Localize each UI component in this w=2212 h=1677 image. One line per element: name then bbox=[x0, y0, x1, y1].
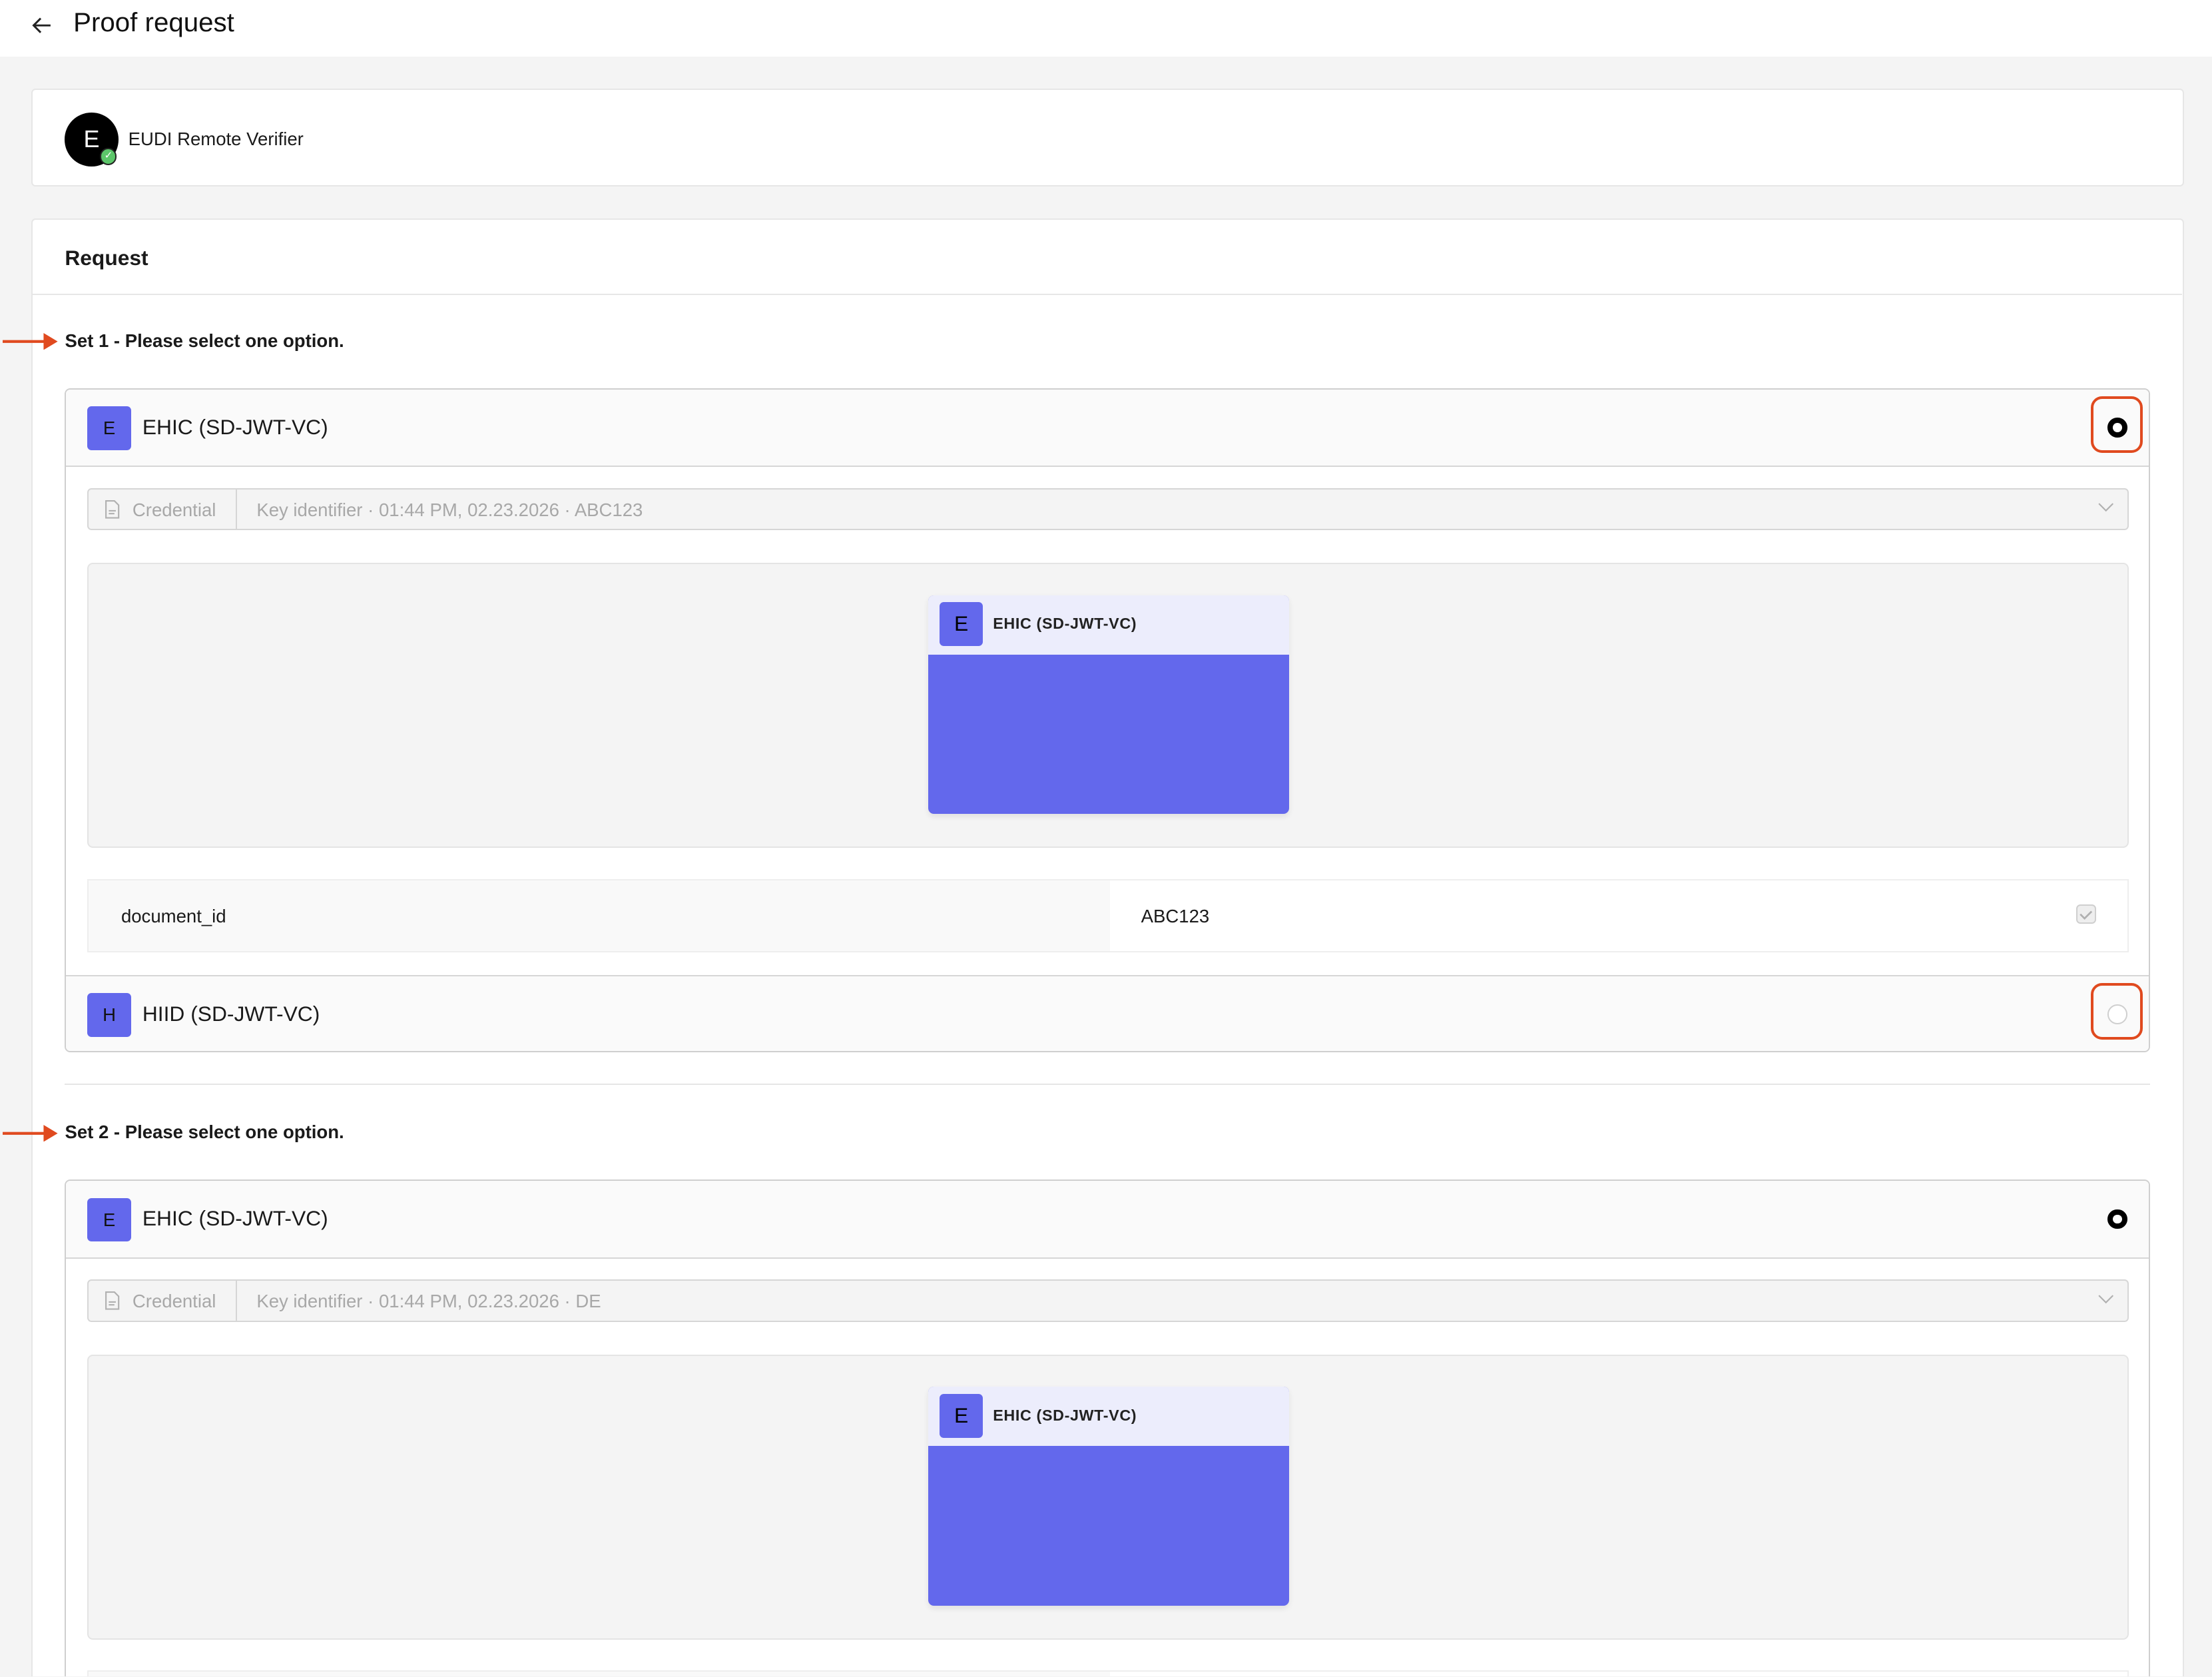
option-label: EHIC (SD-JWT-VC) bbox=[142, 414, 328, 439]
credential-preview: E EHIC (SD-JWT-VC) bbox=[87, 563, 2129, 848]
set-2-title: Set 2 - Please select one option. bbox=[65, 1122, 344, 1143]
option-label: HIID (SD-JWT-VC) bbox=[142, 1001, 320, 1026]
radio-selected[interactable] bbox=[2107, 417, 2127, 438]
arrow-left-icon[interactable] bbox=[28, 11, 56, 39]
verifier-name: EUDI Remote Verifier bbox=[128, 128, 304, 149]
divider bbox=[235, 489, 237, 529]
set-2-options: E EHIC (SD-JWT-VC) Credential Key identi… bbox=[65, 1179, 2150, 1676]
divider bbox=[32, 293, 2183, 295]
credential-card: E EHIC (SD-JWT-VC) bbox=[928, 1387, 1290, 1606]
page-title: Proof request bbox=[73, 7, 234, 37]
card-badge: E bbox=[939, 1393, 983, 1438]
attribute-row bbox=[87, 1670, 2129, 1676]
radio-selected[interactable] bbox=[2107, 1209, 2127, 1229]
verifier-card: E ✓ EUDI Remote Verifier bbox=[31, 89, 2184, 186]
annotation-arrow-icon bbox=[3, 1124, 58, 1142]
set-1-title: Set 1 - Please select one option. bbox=[65, 330, 344, 351]
credential-preview: E EHIC (SD-JWT-VC) bbox=[87, 1354, 2129, 1640]
attribute-value: ABC123 bbox=[1141, 905, 1210, 926]
attribute-row: document_id ABC123 bbox=[87, 878, 2129, 952]
document-icon bbox=[105, 500, 119, 519]
attribute-value-cell: ABC123 bbox=[1110, 880, 2127, 951]
select-value: Key identifier · 01:44 PM, 02.23.2026 · … bbox=[256, 499, 643, 520]
credential-badge: E bbox=[87, 1197, 131, 1242]
annotation-highlight bbox=[2090, 396, 2143, 453]
radio-unselected[interactable] bbox=[2107, 1004, 2127, 1024]
document-icon bbox=[105, 1291, 119, 1310]
divider bbox=[235, 1281, 237, 1321]
card-header: E EHIC (SD-JWT-VC) bbox=[928, 1387, 1290, 1447]
option-ehic[interactable]: E EHIC (SD-JWT-VC) bbox=[66, 389, 2149, 467]
credential-select[interactable]: Credential Key identifier · 01:44 PM, 02… bbox=[87, 1279, 2129, 1322]
option-ehic[interactable]: E EHIC (SD-JWT-VC) bbox=[66, 1181, 2149, 1259]
chevron-down-icon bbox=[2098, 1294, 2114, 1303]
option-label: EHIC (SD-JWT-VC) bbox=[142, 1206, 328, 1231]
credential-badge: E bbox=[87, 406, 131, 450]
attribute-key: document_id bbox=[121, 905, 226, 926]
app-header: Proof request bbox=[0, 0, 2212, 57]
annotation-arrow-icon bbox=[3, 332, 58, 350]
set-1-options: E EHIC (SD-JWT-VC) Credential Key identi… bbox=[65, 388, 2150, 1053]
card-header: E EHIC (SD-JWT-VC) bbox=[928, 595, 1290, 655]
select-label: Credential bbox=[132, 1291, 216, 1312]
select-value: Key identifier · 01:44 PM, 02.23.2026 · … bbox=[256, 1291, 601, 1312]
credential-select[interactable]: Credential Key identifier · 01:44 PM, 02… bbox=[87, 488, 2129, 531]
credential-card: E EHIC (SD-JWT-VC) bbox=[928, 595, 1290, 815]
annotation-highlight bbox=[2090, 983, 2143, 1040]
option-hiid[interactable]: H HIID (SD-JWT-VC) bbox=[66, 974, 2149, 1052]
check-badge-icon: ✓ bbox=[100, 148, 117, 165]
chevron-down-icon bbox=[2098, 503, 2114, 512]
card-label: EHIC (SD-JWT-VC) bbox=[993, 1406, 1137, 1424]
attribute-checkbox[interactable] bbox=[2076, 904, 2096, 924]
set-divider bbox=[65, 1084, 2150, 1086]
card-badge: E bbox=[939, 602, 983, 647]
avatar: E bbox=[65, 113, 119, 167]
credential-badge: H bbox=[87, 993, 131, 1037]
request-title: Request bbox=[65, 245, 148, 270]
select-label: Credential bbox=[132, 499, 216, 520]
check-icon bbox=[2079, 910, 2093, 920]
attribute-key-cell: document_id bbox=[89, 880, 1111, 951]
attribute-key-cell bbox=[89, 1672, 1111, 1676]
attribute-value-cell bbox=[1110, 1672, 2127, 1676]
card-label: EHIC (SD-JWT-VC) bbox=[993, 615, 1137, 633]
